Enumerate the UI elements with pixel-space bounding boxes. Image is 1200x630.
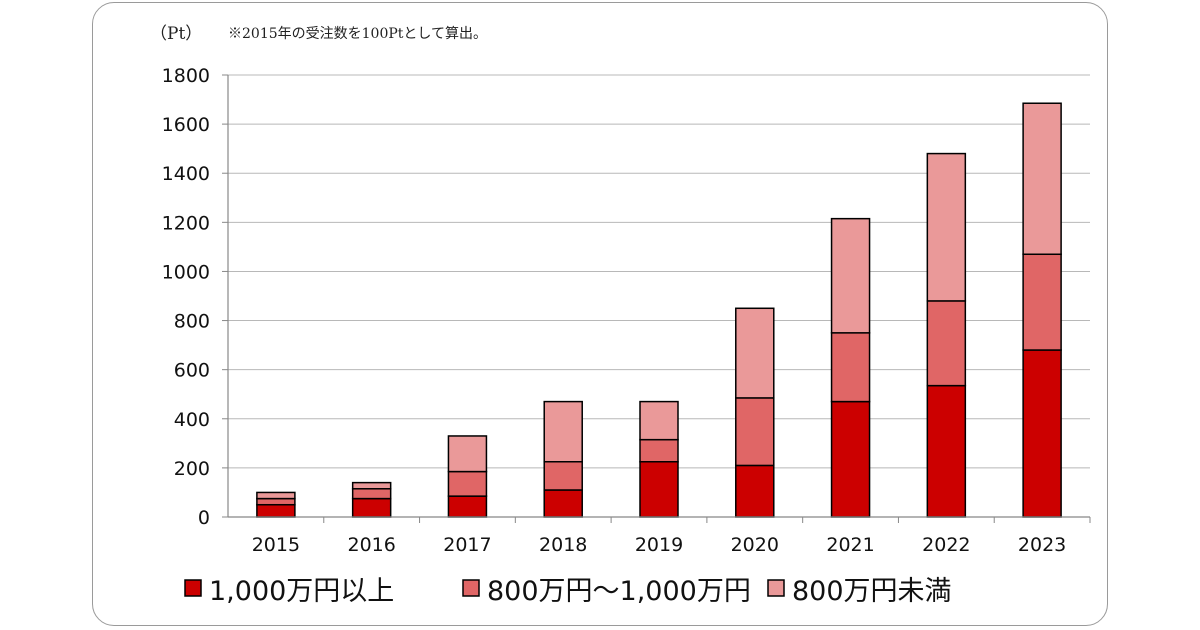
y-tick-label: 400 xyxy=(174,409,210,431)
bar-segment-2020-s0 xyxy=(735,464,775,518)
y-tick-label: 200 xyxy=(174,458,210,480)
y-tick-label: 1200 xyxy=(162,212,210,234)
bars xyxy=(256,102,1062,518)
bar-segment-2017-s0 xyxy=(447,495,488,518)
bar-segment-2023-s1 xyxy=(1022,253,1062,351)
bar-segment-2018-s2 xyxy=(543,400,583,463)
x-tick-label: 2020 xyxy=(731,534,779,556)
y-tick-label: 1600 xyxy=(162,114,210,136)
bar-segment-2019-s0 xyxy=(639,461,679,518)
x-axis: 2015 2016 2017 2018 2019 2020 2021 2022 2023 xyxy=(228,516,1091,556)
x-tick-label: 2017 xyxy=(443,534,491,556)
bar-segment-2021-s0 xyxy=(830,400,871,518)
bar-segment-2022-s0 xyxy=(926,384,967,518)
bar-segment-2016-s2 xyxy=(351,481,392,490)
y-tick-label: 1000 xyxy=(162,261,210,283)
legend: 1,000万円以上 800万円～1,000万円 800万円未満 xyxy=(184,576,952,607)
legend-label-s0: 1,000万円以上 xyxy=(209,576,394,607)
bar-segment-2021-s2 xyxy=(830,217,871,334)
bar-segment-2017-s2 xyxy=(447,435,488,473)
y-tick-label: 0 xyxy=(198,507,210,529)
bar-segment-2016-s1 xyxy=(351,488,392,500)
x-tick-label: 2022 xyxy=(922,534,970,556)
bar-segment-2019-s1 xyxy=(639,438,679,463)
x-tick-label: 2023 xyxy=(1018,534,1066,556)
legend-swatch-s0 xyxy=(184,579,202,597)
unit-label: （Pt） xyxy=(150,24,202,44)
y-tick-label: 600 xyxy=(174,360,210,382)
y-tick-label: 1400 xyxy=(162,163,210,185)
legend-label-s2: 800万円未満 xyxy=(792,576,952,607)
legend-label-s1: 800万円～1,000万円 xyxy=(487,576,751,607)
bar-segment-2022-s2 xyxy=(926,152,967,302)
bar-segment-2020-s2 xyxy=(735,307,775,399)
bar-segment-2020-s1 xyxy=(735,397,775,467)
y-axis: 0 200 400 600 800 1000 1200 1400 1600 1800 xyxy=(162,65,229,529)
bar-segment-2018-s0 xyxy=(543,489,583,518)
bar-segment-2023-s2 xyxy=(1022,102,1062,256)
x-tick-label: 2016 xyxy=(347,534,395,556)
bar-segment-2015-s0 xyxy=(256,503,296,518)
x-tick-label: 2015 xyxy=(252,534,300,556)
bar-segment-2015-s2 xyxy=(256,491,296,500)
bar-segment-2018-s1 xyxy=(543,461,583,491)
bar-segment-2022-s1 xyxy=(926,300,967,387)
bar-segment-2015-s1 xyxy=(256,497,296,506)
bar-segment-2019-s2 xyxy=(639,400,679,441)
x-tick-label: 2021 xyxy=(826,534,874,556)
y-tick-label: 1800 xyxy=(162,65,210,87)
bar-segment-2016-s0 xyxy=(351,497,392,518)
chart-note: ※2015年の受注数を100Ptとして算出。 xyxy=(228,26,487,42)
bar-segment-2017-s1 xyxy=(447,470,488,497)
y-tick-label: 800 xyxy=(174,311,210,333)
x-tick-label: 2018 xyxy=(539,534,587,556)
legend-swatch-s2 xyxy=(767,579,785,597)
bar-segment-2021-s1 xyxy=(830,332,871,403)
bar-segment-2023-s0 xyxy=(1022,349,1062,518)
x-tick-label: 2019 xyxy=(635,534,683,556)
legend-swatch-s1 xyxy=(462,579,480,597)
